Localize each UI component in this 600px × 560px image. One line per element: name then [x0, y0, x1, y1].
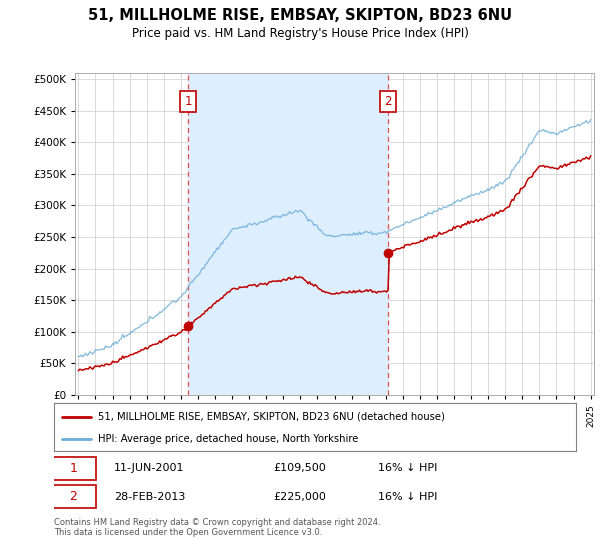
Text: 51, MILLHOLME RISE, EMBSAY, SKIPTON, BD23 6NU (detached house): 51, MILLHOLME RISE, EMBSAY, SKIPTON, BD2…	[98, 412, 445, 422]
Text: 16% ↓ HPI: 16% ↓ HPI	[377, 463, 437, 473]
Text: 1: 1	[185, 95, 192, 108]
Text: 28-FEB-2013: 28-FEB-2013	[114, 492, 185, 502]
FancyBboxPatch shape	[52, 456, 96, 480]
Text: 16% ↓ HPI: 16% ↓ HPI	[377, 492, 437, 502]
Text: £225,000: £225,000	[273, 492, 326, 502]
Text: Contains HM Land Registry data © Crown copyright and database right 2024.
This d: Contains HM Land Registry data © Crown c…	[54, 518, 380, 538]
Bar	[188, 73, 388, 395]
Text: HPI: Average price, detached house, North Yorkshire: HPI: Average price, detached house, Nort…	[98, 434, 359, 444]
Text: 1: 1	[70, 462, 77, 475]
Text: 2: 2	[70, 490, 77, 503]
Text: 11-JUN-2001: 11-JUN-2001	[114, 463, 185, 473]
Text: Price paid vs. HM Land Registry's House Price Index (HPI): Price paid vs. HM Land Registry's House …	[131, 27, 469, 40]
FancyBboxPatch shape	[52, 485, 96, 508]
Text: 51, MILLHOLME RISE, EMBSAY, SKIPTON, BD23 6NU: 51, MILLHOLME RISE, EMBSAY, SKIPTON, BD2…	[88, 8, 512, 24]
Text: £109,500: £109,500	[273, 463, 326, 473]
Text: 2: 2	[385, 95, 392, 108]
